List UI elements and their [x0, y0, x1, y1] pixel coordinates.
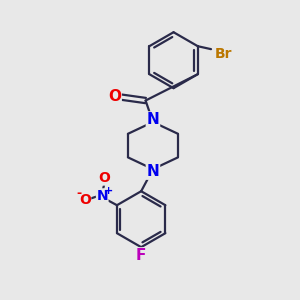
Text: F: F [136, 248, 146, 263]
Text: N: N [96, 189, 108, 203]
Text: O: O [108, 89, 121, 104]
Text: Br: Br [214, 46, 232, 61]
Text: O: O [98, 171, 110, 185]
Text: +: + [104, 186, 114, 196]
Text: N: N [147, 164, 159, 179]
Text: N: N [147, 112, 159, 127]
Text: -: - [76, 187, 82, 200]
Text: O: O [79, 193, 91, 207]
